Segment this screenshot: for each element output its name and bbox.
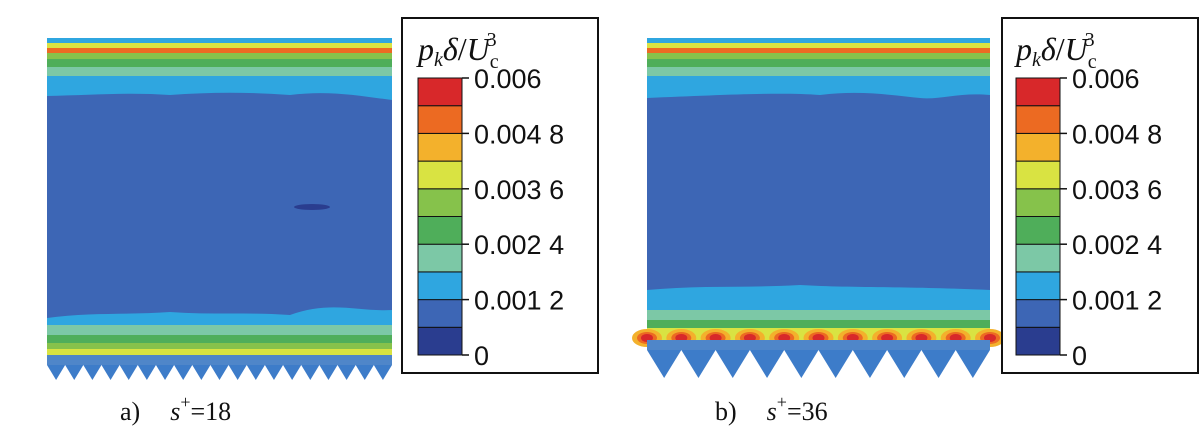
riblet <box>83 365 102 380</box>
colorbar-swatch <box>417 188 463 218</box>
riblet <box>228 365 247 380</box>
riblet <box>137 365 156 380</box>
colorbar-swatch <box>1015 132 1061 162</box>
colorbar-swatch <box>1015 160 1061 190</box>
colorbar-swatch <box>1015 299 1061 328</box>
colorbar-tick-label: 0.006 <box>1072 64 1140 94</box>
colorbar-swatch <box>1015 326 1061 356</box>
colorbar-swatch <box>1015 216 1061 245</box>
riblet <box>301 365 320 380</box>
riblet <box>715 350 750 378</box>
riblet <box>887 350 922 378</box>
riblet <box>264 365 284 380</box>
riblet <box>784 350 819 378</box>
caption-b: b) s+=36 <box>715 392 828 426</box>
colorbar-tick-label: 0.001 2 <box>1072 286 1162 316</box>
colorbar-swatch <box>417 326 463 356</box>
colorbar-swatch <box>417 243 463 273</box>
riblet <box>65 365 84 380</box>
colorbar-swatch <box>417 160 463 190</box>
riblets-a <box>47 355 392 380</box>
riblet <box>174 365 193 380</box>
riblet <box>47 365 66 380</box>
colorbar-swatch <box>1015 243 1061 273</box>
colorbar-title-b-p: p <box>1014 31 1032 67</box>
colorbar-tick-label: 0.004 8 <box>1072 119 1162 149</box>
riblet <box>246 365 265 380</box>
riblet <box>852 350 888 378</box>
contour-field-b <box>647 38 990 348</box>
panel-b: pkδ/Uc3 0.006 0.004 8 0.003 6 0.002 4 0.001 … <box>632 17 1199 426</box>
riblet <box>749 350 785 378</box>
colorbar-swatch <box>1015 105 1061 134</box>
svg-text:pkδ/Uc3: pkδ/Uc3 <box>1014 29 1097 73</box>
colorbar-title-a-p: p <box>416 31 434 67</box>
riblet <box>373 365 392 380</box>
svg-text:pkδ/Uc3: pkδ/Uc3 <box>416 29 499 73</box>
riblet <box>647 350 682 378</box>
riblet <box>955 350 990 378</box>
riblet <box>283 365 302 380</box>
riblet <box>319 365 338 380</box>
riblet <box>119 365 138 380</box>
colorbar-swatch <box>417 299 463 328</box>
colorbar-tick-label: 0.006 <box>474 64 542 94</box>
riblet <box>101 365 120 380</box>
colorbar-tick-label: 0.002 4 <box>1072 230 1162 260</box>
colorbar-tick-label: 0.004 8 <box>474 119 564 149</box>
riblet <box>681 350 716 378</box>
riblet <box>155 365 175 380</box>
riblet <box>921 350 956 378</box>
colorbar-swatch <box>417 77 463 107</box>
colorbar-tick-label: 0.002 4 <box>474 230 564 260</box>
colorbar-swatch <box>417 216 463 245</box>
colorbar-tick-label: 0.001 2 <box>474 286 564 316</box>
colorbar-swatch <box>417 271 463 301</box>
colorbar-b: pkδ/Uc3 0.006 0.004 8 0.003 6 0.002 4 0.001 … <box>1001 17 1199 374</box>
colorbar-swatch <box>417 105 463 134</box>
riblet <box>355 365 374 380</box>
riblet <box>210 365 229 380</box>
contour-field-a <box>47 38 392 363</box>
riblet <box>337 365 356 380</box>
colorbar-a: pkδ/Uc3 0.006 0.004 8 0.003 6 0.002 4 0.001 … <box>401 17 599 374</box>
colorbar-swatch <box>1015 77 1061 107</box>
colorbar-tick-label: 0.003 6 <box>1072 175 1162 205</box>
panel-a: pkδ/Uc3 0.006 0.004 8 0.003 6 0.002 4 0.001 … <box>47 17 599 426</box>
colorbar-swatch <box>1015 271 1061 301</box>
colorbar-tick-label: 0 <box>1072 341 1087 371</box>
colorbar-tick-label: 0 <box>474 341 489 371</box>
colorbar-swatch <box>1015 188 1061 218</box>
riblet <box>818 350 853 378</box>
caption-a: a) s+=18 <box>120 392 231 426</box>
riblets-b <box>647 340 990 378</box>
colorbar-swatch <box>417 132 463 162</box>
colorbar-tick-label: 0.003 6 <box>474 175 564 205</box>
riblet <box>192 365 211 380</box>
